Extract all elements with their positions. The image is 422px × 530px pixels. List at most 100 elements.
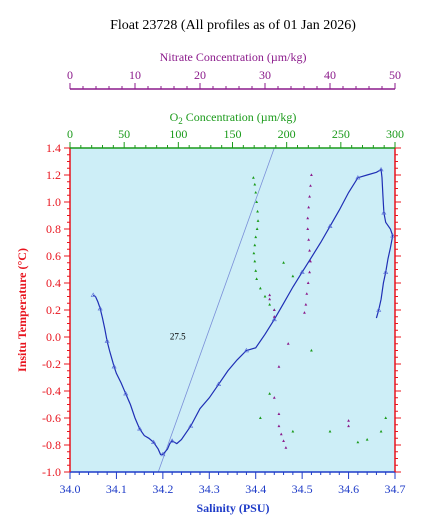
oxygen-point	[291, 429, 295, 433]
nitrate-tick-label: 10	[129, 68, 141, 82]
oxygen-point	[256, 209, 259, 213]
oxygen-point	[254, 235, 258, 239]
chart-title: Float 23728 (All profiles as of 01 Jan 2…	[110, 18, 356, 33]
salinity-point	[376, 307, 382, 312]
oxygen-point	[268, 392, 272, 395]
salinity-point	[383, 269, 389, 274]
salinity-point	[390, 233, 395, 238]
nitrate-point	[268, 293, 272, 297]
nitrate-point	[306, 227, 310, 230]
oxygen-tick-label: 300	[386, 127, 404, 141]
oxygen-point	[310, 348, 313, 352]
x-tick-label: 34.1	[106, 482, 127, 496]
nitrate-tick-label: 50	[389, 68, 401, 82]
nitrate-point	[268, 297, 272, 301]
oxygen-point	[263, 294, 267, 298]
oxygen-point	[379, 429, 383, 433]
salinity-point	[151, 439, 157, 444]
nitrate-tick-label: 40	[324, 68, 336, 82]
nitrate-point	[304, 303, 308, 306]
salinity-point	[188, 423, 194, 428]
nitrate-point	[309, 259, 312, 263]
y-tick-label: -0.2	[42, 357, 61, 371]
nitrate-tick-label: 0	[67, 68, 73, 82]
nitrate-point	[277, 424, 281, 428]
nitrate-point	[305, 292, 309, 295]
salinity-point	[111, 364, 117, 369]
nitrate-point	[347, 419, 350, 422]
salinity-point	[123, 391, 129, 396]
oxygen-point	[253, 243, 257, 247]
x-axis-label: Salinity (PSU)	[196, 501, 269, 515]
y-tick-label: -0.4	[42, 384, 61, 398]
oxygen-tick-label: 150	[224, 127, 242, 141]
nitrate-tick-label: 20	[194, 68, 206, 82]
y-tick-label: 0.0	[46, 330, 61, 344]
nitrate-point	[308, 270, 311, 274]
x-tick-label: 34.6	[338, 482, 359, 496]
y-tick-label: 0.6	[46, 249, 61, 263]
oxygen-point	[384, 416, 388, 419]
y-tick-label: 1.4	[46, 141, 61, 155]
salinity-axis: 34.0 34.1 34.2 34.3 34.4 34.5 34.6 34.7	[60, 472, 406, 496]
salinity-point	[299, 269, 305, 274]
oxygen-point	[255, 277, 259, 280]
x-tick-label: 34.5	[292, 482, 313, 496]
nitrate-point	[307, 205, 311, 209]
salinity-point	[243, 347, 249, 353]
salinity-point	[160, 451, 166, 457]
y-tick-label: 0.2	[46, 303, 61, 317]
salinity-point	[327, 223, 333, 228]
x-tick-label: 34.7	[385, 482, 406, 496]
y-tick-label: -0.6	[42, 411, 61, 425]
oxygen-tick-label: 100	[169, 127, 187, 141]
oxygen-point	[251, 176, 255, 179]
salinity-point	[378, 167, 384, 172]
y-tick-label: 1.2	[46, 168, 61, 182]
salinity-point	[97, 306, 103, 311]
salinity-point	[216, 381, 222, 386]
nitrate-point	[310, 173, 313, 176]
oxygen-point	[258, 286, 262, 290]
density-contour-line	[157, 148, 275, 472]
plot-background	[70, 148, 395, 472]
oxygen-tick-label: 250	[332, 127, 350, 141]
oxygen-point	[253, 259, 257, 263]
nitrate-point	[303, 311, 306, 314]
oxygen-axis: 0 50 100 150 200 250 300	[67, 127, 404, 148]
oxygen-point	[258, 416, 262, 419]
x-tick-label: 34.4	[245, 482, 266, 496]
nitrate-point	[309, 184, 312, 187]
nitrate-point	[286, 342, 290, 345]
oxygen-point	[268, 303, 272, 306]
x-tick-label: 34.2	[152, 482, 173, 496]
salinity-point	[271, 316, 277, 322]
y-tick-label: 0.8	[46, 222, 61, 236]
nitrate-point	[272, 308, 276, 311]
salinity-point	[104, 338, 110, 343]
nitrate-point	[308, 195, 311, 198]
nitrate-point	[306, 216, 310, 220]
y-tick-label: -1.0	[42, 465, 61, 479]
y-tick-label: -0.8	[42, 438, 61, 452]
oxygen-point	[253, 182, 257, 186]
oxygen-point	[282, 261, 285, 264]
oxygen-point	[291, 274, 295, 278]
salinity-point	[137, 426, 143, 431]
y-axis-label: Insitu Temperature (°C)	[15, 248, 29, 372]
y-tick-label: 1.0	[46, 195, 61, 209]
salinity-point	[355, 175, 361, 180]
nitrate-point	[279, 432, 283, 436]
x-tick-label: 34.3	[199, 482, 220, 496]
oxygen-point	[255, 200, 259, 203]
oxygen-point	[328, 429, 332, 433]
nitrate-point	[284, 446, 288, 449]
oxygen-point	[254, 190, 258, 194]
oxygen-point	[256, 219, 260, 222]
salinity-point	[381, 210, 387, 215]
y-tick-label: 0.4	[46, 276, 61, 290]
salinity-point	[90, 292, 96, 297]
nitrate-axis-label: Nitrate Concentration (µm/kg)	[160, 50, 307, 64]
oxygen-point	[252, 251, 256, 255]
